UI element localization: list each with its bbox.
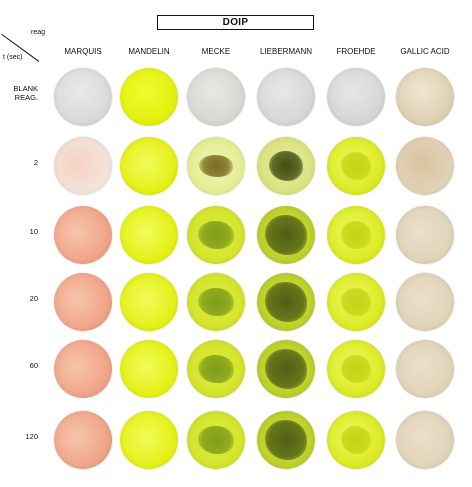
test-well: [54, 411, 112, 469]
row-label: 2: [0, 158, 38, 167]
row-label-line: 10: [29, 226, 38, 236]
test-well: [396, 68, 454, 126]
test-well: [396, 137, 454, 195]
row-label-line: REAG.: [14, 93, 38, 102]
test-well: [327, 273, 385, 331]
test-well: [257, 206, 315, 264]
test-well: [120, 340, 178, 398]
row-label-line: 2: [33, 157, 38, 167]
row-label-line: BLANK: [13, 84, 38, 93]
corner-time-label: t (sec): [3, 54, 23, 61]
reaction-residue: [265, 215, 307, 255]
test-well: [54, 340, 112, 398]
reaction-residue: [265, 420, 307, 460]
test-well: [120, 68, 178, 126]
test-well: [54, 273, 112, 331]
test-well: [120, 137, 178, 195]
reaction-residue: [198, 221, 234, 249]
reaction-residue: [265, 282, 307, 322]
test-well: [187, 411, 245, 469]
test-well: [187, 273, 245, 331]
reaction-residue: [341, 355, 371, 383]
test-well: [396, 340, 454, 398]
test-well: [327, 137, 385, 195]
test-well: [54, 68, 112, 126]
row-label: 20: [0, 294, 38, 303]
row-label-line: 120: [25, 431, 38, 441]
test-well: [257, 340, 315, 398]
row-label-line: 20: [29, 293, 38, 303]
test-well: [257, 411, 315, 469]
reaction-residue: [198, 355, 234, 383]
corner-reag-label: reag: [31, 29, 46, 36]
test-well: [396, 273, 454, 331]
reaction-residue: [265, 349, 307, 389]
row-label: 120: [0, 432, 38, 441]
reaction-residue: [198, 288, 234, 316]
reaction-residue: [341, 152, 371, 180]
column-label: LIEBERMANN: [259, 47, 312, 56]
column-label: GALLIC ACID: [400, 47, 450, 56]
column-label: FROEHDE: [336, 47, 376, 56]
test-well: [187, 68, 245, 126]
test-well: [327, 68, 385, 126]
test-well: [257, 68, 315, 126]
reaction-residue: [199, 155, 233, 177]
test-well: [327, 340, 385, 398]
row-label: 60: [0, 361, 38, 370]
test-well: [54, 206, 112, 264]
reaction-residue: [198, 426, 234, 454]
test-well: [396, 411, 454, 469]
test-well: [257, 273, 315, 331]
row-label: 10: [0, 227, 38, 236]
test-well: [54, 137, 112, 195]
row-label: BLANK REAG.: [0, 84, 38, 102]
column-label: MECKE: [201, 47, 231, 56]
test-well: [396, 206, 454, 264]
reaction-residue: [341, 426, 371, 454]
test-well: [257, 137, 315, 195]
test-well: [120, 411, 178, 469]
reaction-residue: [341, 288, 371, 316]
column-label: MARQUIS: [64, 47, 102, 56]
test-well: [327, 206, 385, 264]
test-well: [187, 206, 245, 264]
reaction-residue: [269, 151, 303, 181]
test-well: [187, 340, 245, 398]
test-well: [187, 137, 245, 195]
reaction-residue: [341, 221, 371, 249]
test-well: [120, 273, 178, 331]
test-well: [120, 206, 178, 264]
title-box: DOIP: [157, 15, 314, 30]
column-label: MANDELIN: [128, 47, 170, 56]
row-label-line: 60: [29, 360, 38, 370]
test-well: [327, 411, 385, 469]
